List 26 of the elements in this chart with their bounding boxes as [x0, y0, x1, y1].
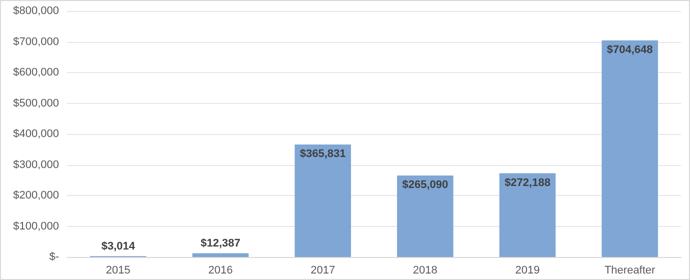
y-tick-label: $- — [49, 251, 60, 263]
y-tick-label: $300,000 — [13, 158, 59, 171]
x-tick-label: 2016 — [208, 264, 233, 276]
data-label: $704,648 — [606, 44, 653, 56]
data-label: $12,387 — [200, 238, 240, 250]
y-tick-label: $700,000 — [13, 36, 59, 48]
data-label: $365,831 — [300, 148, 346, 160]
x-tick-label: 2018 — [412, 264, 438, 276]
data-label: $272,188 — [504, 176, 550, 189]
y-tick-label: $500,000 — [13, 97, 59, 110]
x-tick-label: Thereafter — [604, 264, 656, 276]
bar — [294, 144, 351, 257]
data-label: $3,014 — [101, 240, 136, 253]
x-tick-label: 2019 — [515, 264, 540, 276]
y-tick-label: $200,000 — [13, 190, 59, 202]
y-tick-label: $600,000 — [13, 66, 59, 78]
y-tick-label: $800,000 — [13, 5, 59, 17]
bar — [192, 253, 249, 257]
bar — [499, 173, 556, 257]
data-label: $265,090 — [402, 178, 448, 191]
bar — [602, 40, 658, 257]
x-tick-label: 2017 — [310, 264, 336, 276]
y-tick-label: $100,000 — [13, 220, 59, 232]
y-tick-label: $400,000 — [13, 128, 59, 140]
bar — [397, 175, 454, 257]
x-tick-label: 2015 — [106, 264, 130, 276]
